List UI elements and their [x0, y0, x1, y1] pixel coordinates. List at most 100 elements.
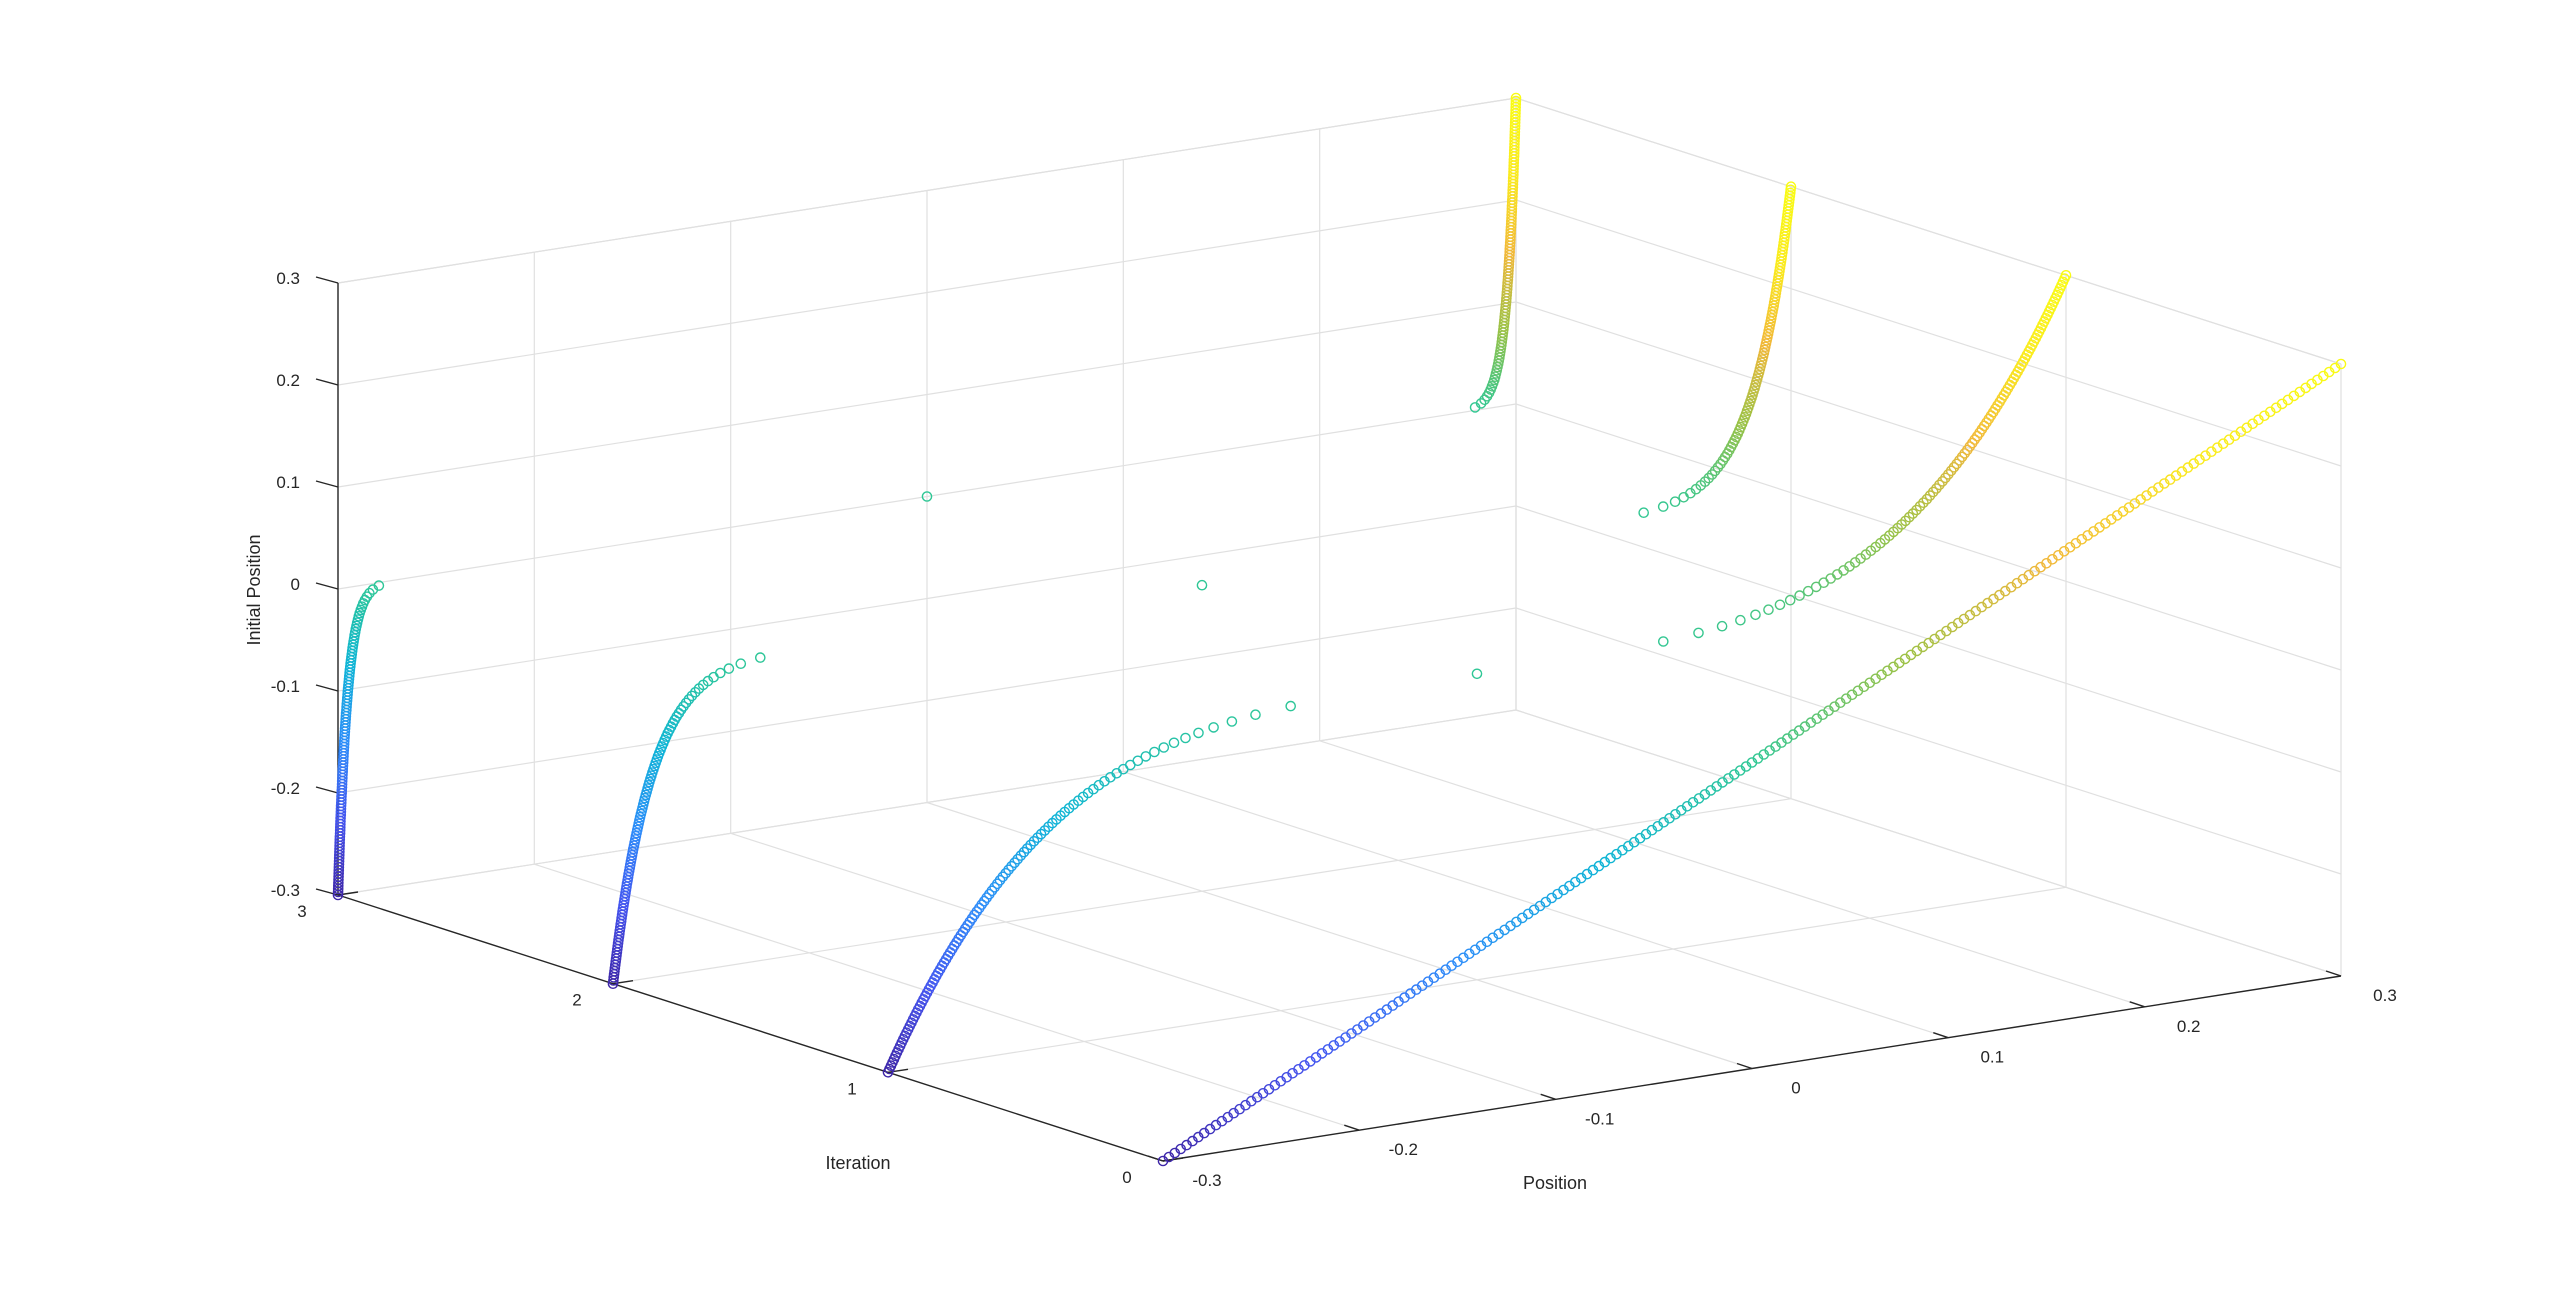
- z-tick-label: 0: [291, 575, 300, 594]
- x-tick-label: -0.1: [1585, 1109, 1614, 1128]
- data-point: [1927, 486, 1939, 498]
- y-tick-label: 1: [847, 1079, 856, 1098]
- data-point: [1471, 668, 1483, 680]
- data-point: [1015, 850, 1027, 861]
- data-point: [1703, 472, 1714, 484]
- data-point: [1510, 92, 1522, 104]
- data-point: [1735, 614, 1746, 626]
- data-point: [1132, 755, 1144, 767]
- data-point: [976, 899, 988, 910]
- data-point: [1907, 508, 1919, 519]
- x-grid-floor: [1319, 740, 2145, 1008]
- data-point: [1956, 451, 1968, 463]
- data-point: [1168, 737, 1180, 749]
- z-grid-back: [337, 97, 1517, 284]
- data-series: [332, 92, 2347, 1167]
- z-tick-label: -0.1: [271, 677, 300, 696]
- data-point: [1082, 787, 1094, 799]
- y-axis-label: Iteration: [825, 1153, 890, 1173]
- data-point: [971, 906, 983, 917]
- data-point: [981, 892, 993, 904]
- data-point: [1669, 496, 1681, 508]
- data-point: [1785, 181, 1797, 192]
- data-point: [1018, 846, 1030, 858]
- data-point: [1784, 594, 1796, 606]
- z-tick-label: 0.2: [276, 371, 300, 390]
- x-tick-label: 0: [1791, 1079, 1800, 1098]
- data-point: [1911, 504, 1922, 516]
- data-point: [969, 909, 980, 921]
- data-point: [1954, 455, 1965, 466]
- data-point: [735, 658, 747, 670]
- data-point: [1940, 472, 1951, 484]
- data-point: [715, 667, 726, 679]
- z-axis-label: Initial Position: [244, 534, 264, 645]
- data-point: [1802, 585, 1814, 597]
- data-point: [1658, 636, 1669, 647]
- z-grid-side: [1515, 403, 2342, 671]
- y-grid-floor: [612, 798, 1792, 985]
- data-point: [1948, 461, 1960, 473]
- z-tick-mark: [315, 684, 339, 692]
- data-point: [1903, 511, 1915, 523]
- x-grid-floor: [534, 863, 1360, 1131]
- data-point: [1006, 861, 1017, 872]
- x-tick-label: 0.3: [2373, 986, 2397, 1005]
- data-point: [1937, 476, 1948, 487]
- data-point: [1000, 868, 1012, 879]
- x-tick-mark: [1344, 1124, 1360, 1131]
- data-point: [1794, 590, 1805, 601]
- data-point: [1951, 458, 1962, 470]
- data-point: [2060, 269, 2072, 281]
- data-point: [992, 878, 1003, 890]
- data-point: [1250, 709, 1261, 721]
- data-point: [1750, 609, 1761, 621]
- data-point: [994, 875, 1006, 886]
- data-point: [1943, 469, 1954, 480]
- data-point: [1785, 187, 1796, 199]
- z-grid-side: [1515, 97, 2342, 365]
- data-point: [1924, 490, 1936, 501]
- data-point: [1510, 98, 1522, 110]
- data-point: [1025, 839, 1036, 851]
- data-point: [1693, 627, 1704, 639]
- series-iteration-0: [1157, 358, 2347, 1167]
- data-point: [1028, 836, 1040, 847]
- data-point: [1712, 462, 1724, 473]
- data-point: [680, 697, 692, 709]
- y-tick-mark: [887, 1068, 909, 1073]
- y-tick-label: 2: [572, 991, 581, 1010]
- data-point: [1945, 465, 1957, 477]
- x-tick-label: 0.2: [2177, 1017, 2201, 1036]
- x-tick-mark: [2325, 970, 2342, 977]
- data-point: [989, 882, 1000, 893]
- data-point: [984, 888, 995, 900]
- data-point: [1774, 599, 1786, 611]
- y-tick-mark: [612, 980, 634, 985]
- z-tick-label: -0.2: [271, 779, 300, 798]
- data-point: [1934, 479, 1945, 491]
- z-tick-mark: [315, 480, 339, 488]
- data-point: [364, 587, 375, 599]
- x-tick-mark: [1540, 1093, 1556, 1100]
- data-point: [1657, 501, 1669, 512]
- z-tick-mark: [315, 378, 339, 386]
- data-point: [1475, 398, 1487, 409]
- data-point: [1959, 448, 1970, 459]
- data-point: [723, 663, 735, 674]
- data-point: [1180, 732, 1191, 744]
- z-tick-label: -0.3: [271, 881, 300, 900]
- data-point: [678, 701, 689, 712]
- z-grid-back: [337, 505, 1517, 692]
- data-point: [690, 687, 701, 698]
- x-tick-label: 0.1: [1980, 1048, 2004, 1067]
- data-point: [1914, 500, 1926, 512]
- data-point: [686, 690, 698, 702]
- data-point: [1763, 604, 1774, 616]
- z-grid-side: [1515, 709, 2342, 977]
- y-tick-label: 0: [1122, 1168, 1131, 1187]
- x-tick-mark: [1147, 1155, 1164, 1162]
- data-point: [1285, 700, 1296, 712]
- x-grid-floor: [730, 832, 1556, 1100]
